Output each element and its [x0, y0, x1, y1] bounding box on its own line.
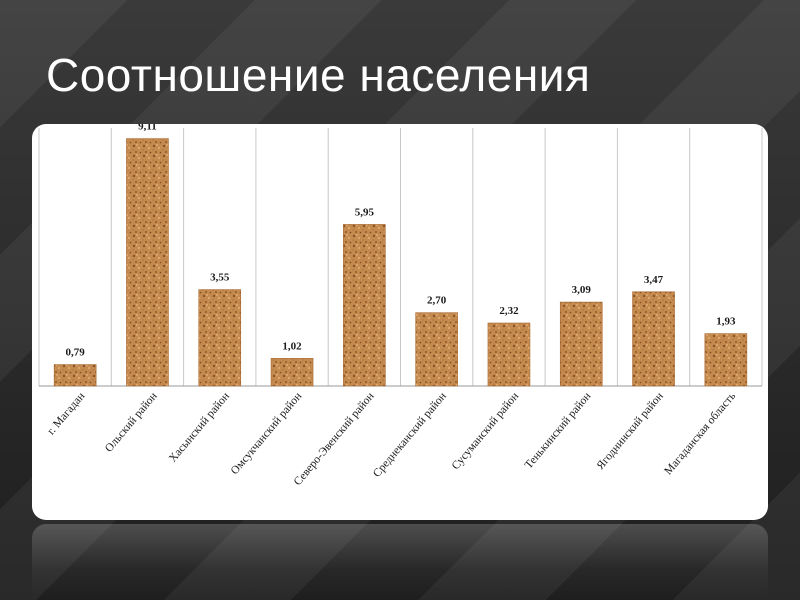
- data-label: 2,70: [427, 295, 447, 307]
- card-reflection: [32, 524, 768, 600]
- chart-card: 0,79 9,11 3,55 1,02 5,95 2,70 2,32 3,09 3,47 1,93…: [32, 124, 768, 520]
- data-label: 0,79: [66, 347, 86, 359]
- data-label: 2,32: [499, 305, 519, 317]
- bar: [343, 224, 386, 387]
- x-tick-label: г. Магадан: [45, 390, 87, 437]
- x-tick-label: Сусуманский район: [450, 390, 522, 472]
- bar: [415, 312, 458, 387]
- bar-chart: 0,79 9,11 3,55 1,02 5,95 2,70 2,32 3,09 3,47 1,93…: [38, 124, 763, 488]
- bar: [53, 364, 97, 387]
- x-tick-label: Среднеканский район: [371, 390, 449, 480]
- x-tick-label: Хасынский район: [167, 390, 232, 465]
- data-label: 3,09: [572, 284, 592, 296]
- bar: [487, 322, 531, 387]
- bar: [704, 333, 748, 387]
- data-label: 3,55: [210, 272, 230, 284]
- bar: [198, 289, 242, 387]
- data-label: 3,47: [644, 274, 664, 286]
- x-tick-label: Магаданская область: [662, 390, 738, 477]
- x-tick-label: Тенькинский район: [523, 390, 594, 471]
- data-label: 5,95: [355, 206, 375, 218]
- bar: [632, 291, 675, 387]
- bar: [270, 357, 314, 387]
- data-label: 9,11: [138, 124, 157, 133]
- bar: [126, 138, 169, 387]
- x-tick-label: Ягоднинский район: [595, 390, 666, 472]
- x-tick-label: Северо-Эвенский район: [292, 390, 377, 488]
- slide-title: Соотношение населения: [46, 49, 591, 101]
- x-tick-label: Ольский район: [103, 390, 160, 454]
- data-label: 1,93: [716, 316, 736, 328]
- data-label: 1,02: [282, 340, 302, 352]
- x-tick-label: Омсукчанский район: [229, 390, 305, 477]
- bar: [559, 301, 603, 387]
